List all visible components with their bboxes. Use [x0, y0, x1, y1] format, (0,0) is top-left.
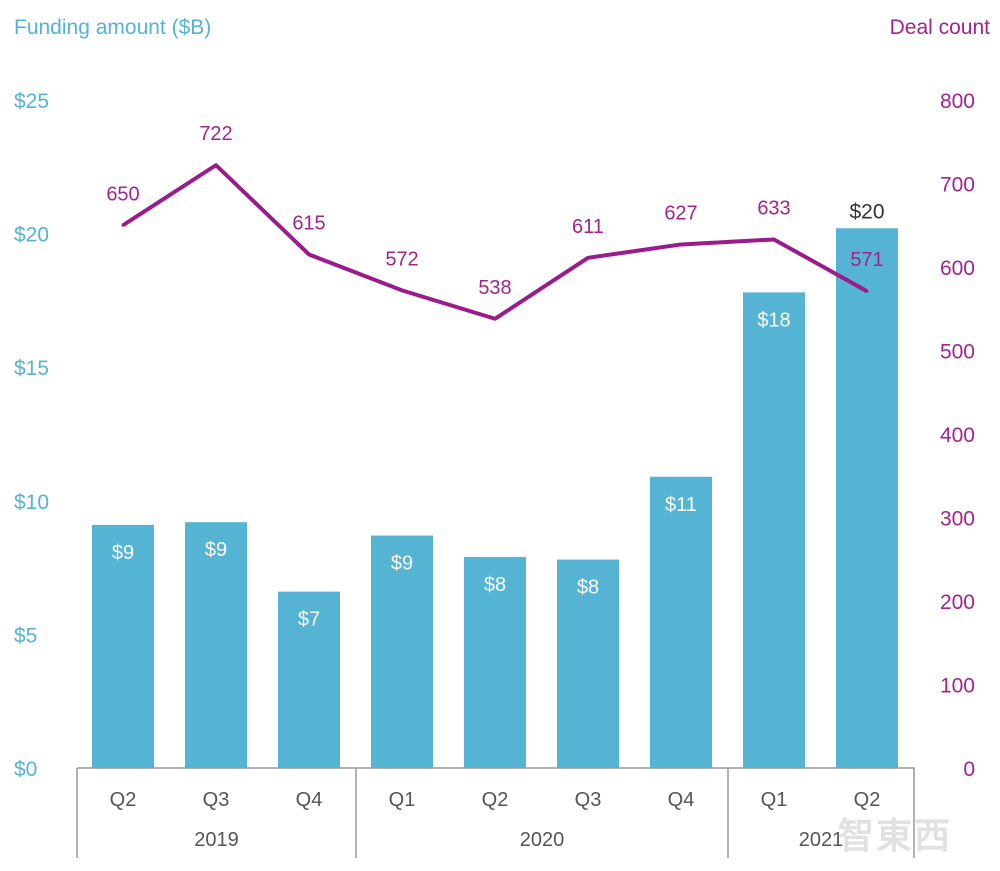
bar-data-label: $7 [298, 609, 320, 631]
bar [371, 535, 433, 768]
bar-data-label: $9 [391, 553, 413, 575]
category-tick-label: Q2 [110, 789, 137, 811]
bar [743, 292, 805, 768]
line-point [214, 163, 218, 167]
line-point [586, 256, 590, 260]
bar [185, 522, 247, 768]
right-tick-label: 300 [940, 508, 975, 531]
bar-data-label: $11 [665, 494, 697, 516]
bar-data-label: $9 [112, 542, 134, 564]
bar [650, 476, 712, 768]
left-tick-label: $0 [14, 758, 37, 781]
line-data-label: 538 [478, 277, 511, 299]
bar-data-label: $20 [849, 200, 884, 223]
bar-data-label: $9 [205, 539, 227, 561]
watermark-logo: 智東西 [837, 815, 952, 856]
bar [278, 591, 340, 768]
right-tick-label: 600 [940, 257, 975, 280]
line-point [121, 223, 125, 227]
line-data-label: 633 [757, 197, 790, 219]
category-tick-label: Q3 [575, 789, 602, 811]
line-point [307, 252, 311, 256]
line-data-label: 611 [572, 216, 604, 238]
bar [836, 228, 898, 769]
line-point [865, 289, 869, 293]
year-group-label: 2019 [194, 829, 239, 851]
right-tick-label: 800 [940, 90, 975, 113]
bar-data-label: $8 [577, 577, 599, 599]
right-tick-label: 500 [940, 341, 975, 364]
line-point [493, 317, 497, 321]
year-group-label: 2020 [520, 829, 565, 851]
left-tick-label: $5 [14, 624, 37, 647]
bar [464, 556, 526, 768]
line-point [400, 288, 404, 292]
left-axis-title: Funding amount ($B) [14, 16, 212, 39]
bar [557, 559, 619, 768]
line-data-label: 571 [850, 249, 883, 271]
left-tick-label: $25 [14, 90, 49, 113]
right-tick-label: 0 [963, 758, 975, 781]
line-data-label: 572 [385, 248, 418, 270]
line-data-label: 615 [292, 212, 325, 234]
right-axis-title: Deal count [889, 16, 990, 39]
right-tick-label: 400 [940, 424, 975, 447]
category-tick-label: Q2 [854, 789, 881, 811]
left-tick-label: $15 [14, 357, 49, 380]
bar-data-label: $8 [484, 574, 506, 596]
category-tick-label: Q2 [482, 789, 509, 811]
category-tick-label: Q1 [761, 789, 788, 811]
category-tick-label: Q4 [296, 789, 323, 811]
right-tick-label: 200 [940, 591, 975, 614]
bar-data-label: $18 [757, 309, 790, 331]
right-tick-label: 100 [940, 675, 975, 698]
year-group-label: 2021 [799, 829, 844, 851]
category-tick-label: Q1 [389, 789, 416, 811]
line-data-label: 722 [199, 123, 232, 145]
line-point [679, 242, 683, 246]
line-point [772, 237, 776, 241]
left-tick-label: $20 [14, 224, 49, 247]
category-tick-label: Q3 [203, 789, 230, 811]
line-data-label: 627 [664, 202, 697, 224]
category-tick-label: Q4 [668, 789, 695, 811]
left-tick-label: $10 [14, 491, 49, 514]
bar [92, 524, 154, 768]
right-tick-label: 700 [940, 174, 975, 197]
line-data-label: 650 [106, 183, 139, 205]
